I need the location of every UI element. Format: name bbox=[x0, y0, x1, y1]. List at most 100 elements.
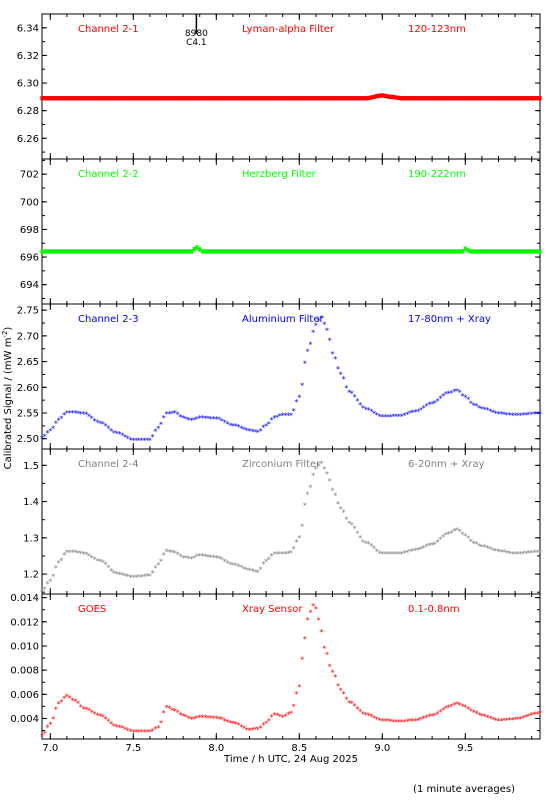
data-point bbox=[339, 249, 343, 254]
data-point bbox=[505, 249, 509, 254]
series-points: ****************************************… bbox=[40, 314, 542, 445]
data-point: * bbox=[400, 718, 404, 727]
data-point: * bbox=[90, 554, 94, 563]
data-point bbox=[250, 96, 254, 101]
data-point bbox=[283, 96, 288, 101]
data-point bbox=[308, 96, 312, 101]
data-point: * bbox=[184, 415, 188, 424]
data-point: * bbox=[170, 409, 174, 418]
data-point bbox=[361, 96, 365, 101]
data-point: * bbox=[223, 717, 227, 726]
data-point bbox=[200, 96, 205, 101]
panel-1: 6.26 6.28 6.30 6.32 6.34 Channel 2-1 Lyman-alp… bbox=[17, 13, 542, 160]
data-point bbox=[483, 249, 487, 254]
data-point: * bbox=[198, 552, 202, 561]
data-point: * bbox=[104, 715, 108, 724]
data-point: * bbox=[129, 573, 133, 582]
data-point bbox=[530, 96, 534, 101]
data-point bbox=[258, 96, 263, 101]
data-point: * bbox=[422, 714, 426, 723]
data-point: * bbox=[519, 715, 523, 724]
data-point bbox=[57, 249, 61, 254]
data-point bbox=[275, 96, 279, 101]
data-point bbox=[84, 249, 88, 254]
data-point bbox=[253, 96, 257, 101]
data-point bbox=[209, 249, 213, 254]
data-point: * bbox=[206, 553, 210, 562]
data-point bbox=[209, 96, 213, 101]
data-point: * bbox=[59, 556, 63, 565]
data-point: * bbox=[46, 429, 50, 438]
data-point: * bbox=[474, 709, 478, 718]
channel-label: Channel 2-1 bbox=[78, 24, 139, 35]
data-point: * bbox=[483, 405, 487, 414]
data-point: * bbox=[458, 389, 462, 398]
data-point: * bbox=[289, 549, 293, 558]
data-point: * bbox=[275, 711, 279, 720]
data-point: * bbox=[364, 405, 368, 414]
data-point bbox=[153, 96, 158, 101]
data-point: * bbox=[466, 396, 470, 405]
flare-annotation-text: 8980 bbox=[185, 29, 208, 39]
data-point: * bbox=[339, 370, 343, 379]
data-point bbox=[137, 96, 141, 101]
data-point: * bbox=[59, 415, 63, 424]
data-point: * bbox=[353, 524, 357, 533]
data-point: * bbox=[378, 549, 382, 558]
data-point: * bbox=[51, 424, 55, 433]
data-point: * bbox=[253, 568, 257, 577]
data-point bbox=[225, 249, 229, 254]
data-point bbox=[344, 96, 348, 101]
data-point bbox=[328, 249, 332, 254]
data-point: * bbox=[134, 574, 138, 583]
data-point bbox=[142, 96, 146, 101]
data-point bbox=[380, 249, 384, 254]
data-point bbox=[126, 249, 130, 254]
data-point: * bbox=[48, 721, 52, 730]
data-point bbox=[480, 249, 484, 254]
y-tick-label: 696 bbox=[20, 253, 39, 264]
data-point: * bbox=[40, 588, 44, 597]
data-point: * bbox=[328, 336, 332, 345]
data-point: * bbox=[87, 552, 91, 561]
data-point bbox=[189, 96, 193, 101]
data-point: * bbox=[513, 716, 517, 725]
data-point bbox=[400, 249, 404, 254]
data-point: * bbox=[256, 725, 260, 734]
data-point bbox=[521, 249, 525, 254]
data-point bbox=[300, 96, 304, 101]
data-point bbox=[145, 96, 149, 101]
data-point: * bbox=[433, 540, 437, 549]
data-point bbox=[247, 249, 252, 254]
data-point: * bbox=[109, 427, 113, 436]
data-point: * bbox=[461, 703, 465, 712]
data-point bbox=[283, 249, 288, 254]
data-point: * bbox=[358, 708, 362, 717]
data-point bbox=[159, 249, 163, 254]
data-point bbox=[319, 249, 324, 254]
data-point: * bbox=[206, 714, 210, 723]
data-point: * bbox=[461, 392, 465, 401]
data-point: * bbox=[297, 534, 301, 543]
data-point bbox=[59, 249, 63, 254]
data-point: * bbox=[519, 550, 523, 559]
data-point bbox=[217, 249, 221, 254]
data-point: * bbox=[508, 411, 512, 420]
data-point bbox=[441, 249, 445, 254]
data-point bbox=[98, 96, 102, 101]
data-point: * bbox=[499, 410, 503, 419]
data-point: * bbox=[463, 394, 467, 403]
data-point bbox=[416, 249, 420, 254]
data-point: * bbox=[43, 585, 47, 594]
data-point bbox=[496, 96, 501, 101]
data-point: * bbox=[286, 711, 290, 720]
data-point: * bbox=[519, 411, 523, 420]
data-point: * bbox=[322, 320, 326, 329]
data-point bbox=[358, 96, 362, 101]
data-point bbox=[460, 249, 465, 254]
data-point: * bbox=[115, 570, 119, 579]
data-point bbox=[322, 96, 326, 101]
data-point: * bbox=[217, 715, 221, 724]
series-points bbox=[40, 245, 542, 254]
data-point: * bbox=[140, 573, 144, 582]
